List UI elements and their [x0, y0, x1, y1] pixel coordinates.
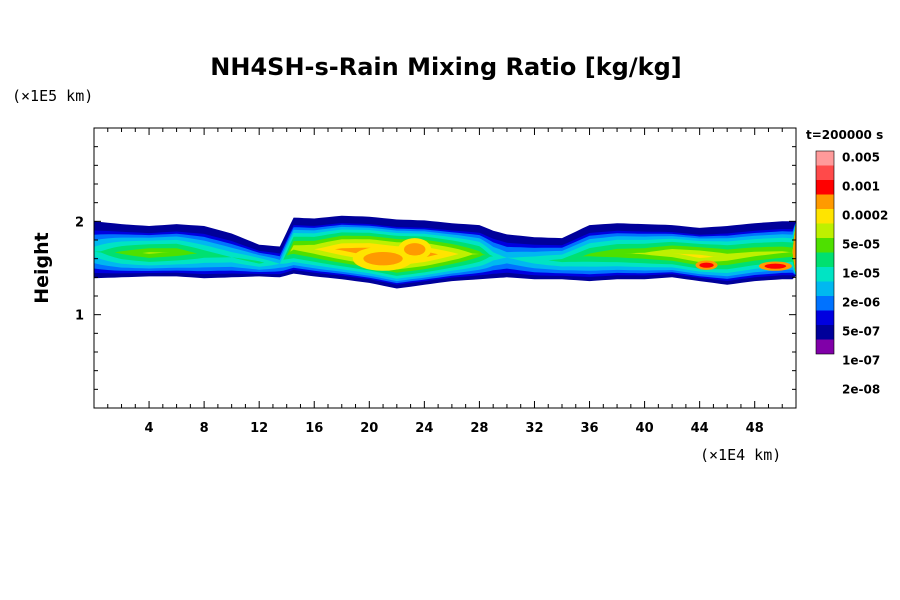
plot-frame [93, 127, 797, 409]
x-tick-label: 32 [525, 421, 543, 436]
colorbar-swatch [816, 180, 834, 195]
colorbar-swatch [816, 281, 834, 296]
x-tick-label: 36 [580, 421, 598, 436]
colorbar-label: 0.0002 [842, 209, 888, 223]
colorbar-swatch [816, 165, 834, 180]
colorbar-swatch [816, 238, 834, 253]
x-tick-label: 40 [636, 421, 654, 436]
x-tick-label: 28 [470, 421, 488, 436]
colorbar-label: 1e-07 [842, 354, 880, 368]
colorbar-label: 0.001 [842, 180, 880, 194]
colorbar-swatch [816, 267, 834, 282]
chart-title: NH4SH-s-Rain Mixing Ratio [kg/kg] [210, 53, 681, 81]
colorbar: 0.005 0.001 0.0002 5e-05 1e-05 2e-06 5e-07 1e-0… [815, 150, 888, 397]
x-tick-label: 16 [305, 421, 323, 436]
hot-spot-core [699, 262, 714, 268]
mixing-ratio-field [94, 215, 796, 289]
y-tick-label: 2 [75, 215, 84, 230]
colorbar-swatch [816, 151, 834, 166]
colorbar-label: 2e-08 [842, 383, 880, 397]
colorbar-swatch [816, 310, 834, 325]
colorbar-label: 5e-07 [842, 325, 880, 339]
y-tick-label: 1 [75, 309, 84, 324]
colorbar-swatch [816, 339, 834, 354]
colorbar-swatch [816, 252, 834, 267]
x-tick-label: 48 [746, 421, 764, 436]
colorbar-swatch [816, 325, 834, 340]
x-unit-label: (×1E4 km) [700, 446, 781, 464]
colorbar-swatch [816, 209, 834, 224]
hot-spot-core [403, 243, 426, 256]
colorbar-swatch [816, 296, 834, 311]
x-tick-label: 4 [145, 421, 154, 436]
contour-band [94, 221, 796, 276]
colorbar-swatch [816, 194, 834, 209]
colorbar-frame [815, 150, 835, 355]
x-tick-label: 8 [200, 421, 209, 436]
x-tick-label: 12 [250, 421, 268, 436]
hot-spot-core [764, 263, 787, 269]
time-label: t=200000 s [806, 128, 883, 142]
colorbar-label: 5e-05 [842, 238, 880, 252]
x-tick-label: 24 [415, 421, 433, 436]
colorbar-label: 2e-06 [842, 296, 880, 310]
y-axis-label: Height [31, 232, 53, 304]
colorbar-label: 1e-05 [842, 267, 880, 281]
hot-spot-core [363, 251, 403, 266]
colorbar-swatch [816, 223, 834, 238]
x-tick-label: 20 [360, 421, 378, 436]
x-tick-label: 44 [691, 421, 709, 436]
y-unit-label: (×1E5 km) [12, 87, 93, 105]
colorbar-label: 0.005 [842, 151, 880, 165]
